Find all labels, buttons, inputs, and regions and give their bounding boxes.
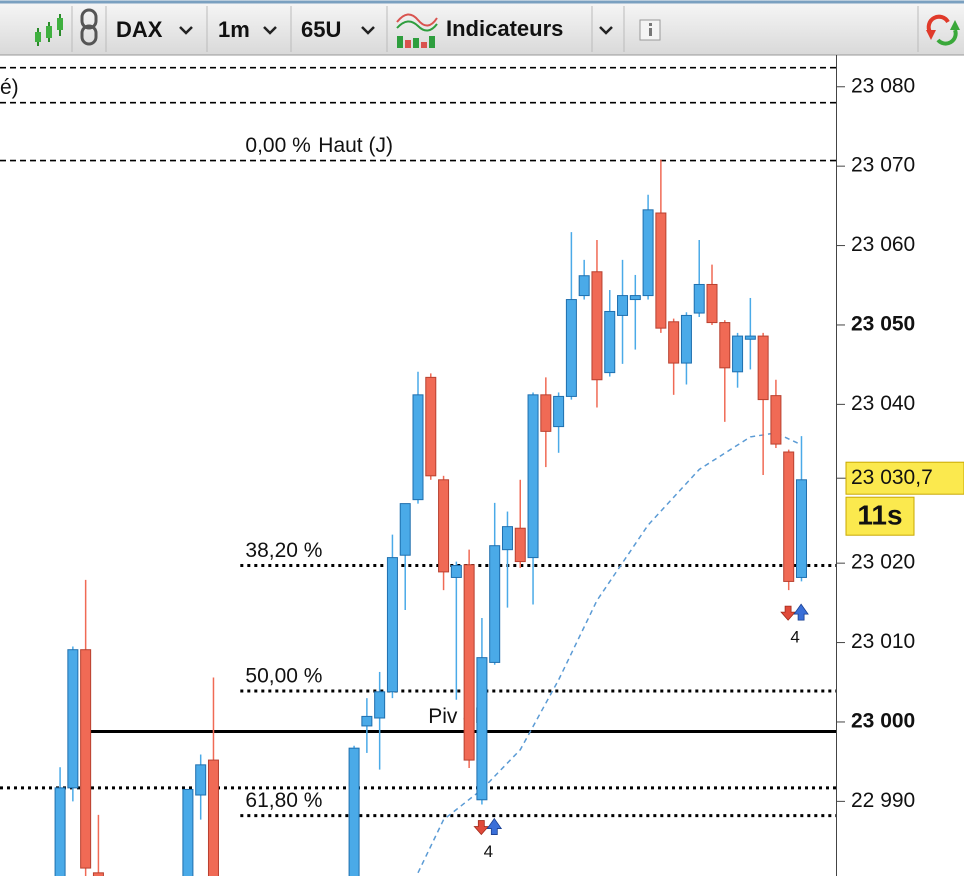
candle-body bbox=[80, 649, 92, 869]
instrument: DAX bbox=[116, 17, 163, 42]
candle-body bbox=[565, 299, 577, 397]
chart-type-button[interactable] bbox=[35, 14, 63, 46]
indicators-menu[interactable] bbox=[599, 26, 613, 35]
candle-body bbox=[680, 314, 692, 364]
candle-body bbox=[629, 295, 641, 301]
buy-signal bbox=[486, 817, 503, 835]
candle-body bbox=[655, 212, 667, 329]
candle-body bbox=[92, 872, 104, 876]
y-tick-label: 23 040 bbox=[851, 392, 915, 415]
candle-body bbox=[706, 283, 718, 324]
refresh-button[interactable] bbox=[926, 14, 960, 46]
candle-body bbox=[463, 564, 475, 761]
price-axis: 23 080 23 070 23 060 23 050 23 040 23 020 23 0… bbox=[836, 74, 915, 812]
candle-body bbox=[54, 787, 66, 876]
candle-body bbox=[604, 310, 616, 374]
candle-body bbox=[591, 271, 603, 381]
level-label: 0,00 % bbox=[245, 134, 310, 157]
level-label: é) bbox=[0, 76, 19, 99]
candle-body bbox=[757, 335, 769, 401]
candle-body bbox=[719, 322, 731, 369]
candle-body bbox=[348, 747, 360, 876]
units-select[interactable]: 65U bbox=[301, 17, 375, 42]
timeframe: 1m bbox=[218, 17, 250, 42]
moving-average bbox=[417, 432, 802, 874]
timeframe-select[interactable]: 1m bbox=[218, 17, 277, 42]
candle-body bbox=[386, 557, 398, 693]
units: 65U bbox=[301, 17, 341, 42]
candle-body bbox=[540, 394, 552, 432]
candle-body bbox=[668, 321, 680, 364]
candle-body bbox=[438, 479, 450, 573]
y-tick-label: 23 060 bbox=[851, 233, 915, 256]
candle-body bbox=[501, 526, 513, 551]
candle-body bbox=[207, 759, 219, 876]
link-button[interactable] bbox=[80, 8, 98, 46]
y-tick-label: 23 070 bbox=[851, 154, 915, 177]
toolbar: DAX 1m 65U Indicateurs bbox=[0, 0, 964, 56]
buy-signal bbox=[793, 603, 809, 621]
toolbar-bg bbox=[0, 0, 964, 55]
candle-body bbox=[617, 295, 629, 316]
candle-body bbox=[553, 395, 565, 428]
signal-count: 4 bbox=[790, 628, 799, 647]
candle-body bbox=[374, 691, 386, 719]
candle-body bbox=[693, 283, 705, 314]
indicators-button[interactable]: Indicateurs bbox=[396, 13, 563, 48]
level-label: Haut (J) bbox=[318, 134, 393, 157]
candle-body bbox=[783, 451, 795, 582]
candle-body bbox=[450, 565, 462, 578]
y-tick-label: 23 020 bbox=[851, 551, 915, 574]
last-price-box bbox=[845, 461, 964, 495]
countdown: 11s bbox=[857, 500, 902, 531]
candle-body bbox=[399, 503, 411, 556]
y-tick-label: 22 990 bbox=[851, 789, 915, 812]
instrument-select[interactable]: DAX bbox=[116, 17, 193, 42]
last-price-label: 23 030,7 bbox=[851, 466, 933, 489]
candle-body bbox=[732, 335, 744, 373]
candle-body bbox=[412, 394, 424, 501]
info-button[interactable] bbox=[639, 19, 661, 41]
sell-signal bbox=[780, 605, 796, 621]
candle-body bbox=[770, 395, 782, 445]
candle-body bbox=[642, 209, 654, 297]
plot-area: é)0,00 % Haut (J)38,20 %50,00 %Piv 4h61,8… bbox=[0, 66, 836, 876]
candle-body bbox=[476, 657, 488, 801]
y-tick-label: 23 000 bbox=[851, 710, 915, 733]
y-tick-label: 23 050 bbox=[851, 313, 915, 336]
y-tick-label: 23 010 bbox=[851, 630, 915, 653]
candle-body bbox=[489, 545, 501, 663]
candle-body bbox=[182, 788, 194, 876]
level-label: 61,80 % bbox=[245, 789, 322, 812]
candle-body bbox=[527, 394, 539, 559]
candle-body bbox=[744, 335, 756, 340]
candle-body bbox=[425, 376, 437, 477]
level-label: 38,20 % bbox=[245, 539, 322, 562]
indicators: Indicateurs bbox=[446, 16, 563, 41]
y-tick-label: 23 080 bbox=[851, 74, 915, 97]
candle-body bbox=[514, 527, 526, 563]
candle-body bbox=[578, 275, 590, 297]
candle-body bbox=[795, 479, 807, 578]
candle-body bbox=[67, 649, 79, 789]
level-label: 50,00 % bbox=[245, 665, 322, 688]
candle-body bbox=[361, 715, 373, 727]
signal-count: 4 bbox=[484, 842, 493, 861]
countdown-box bbox=[845, 496, 915, 536]
sell-signal bbox=[473, 820, 490, 836]
candle-body bbox=[195, 764, 207, 796]
